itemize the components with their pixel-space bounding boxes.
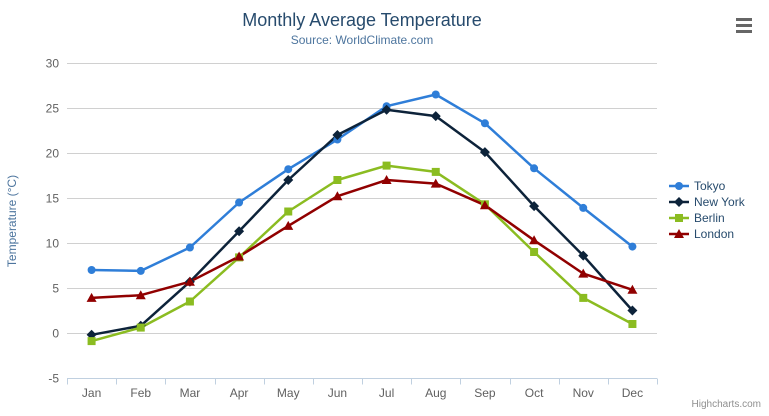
series-line-berlin[interactable] [90,164,634,343]
legend-item-berlin[interactable]: Berlin [669,210,745,226]
x-tick-label: Dec [622,386,643,400]
data-point-marker[interactable] [530,248,539,256]
data-point-marker[interactable] [480,119,489,128]
data-point-marker[interactable] [332,130,343,140]
x-tick-label: Apr [230,386,249,400]
data-point-marker[interactable] [628,320,637,328]
hamburger-icon [736,23,752,27]
data-point-marker[interactable] [529,235,540,245]
legend-symbol-marker [674,197,684,207]
data-point-marker[interactable] [430,178,441,188]
data-point-marker[interactable] [234,251,245,261]
data-point-marker[interactable] [136,323,145,332]
legend-label: London [694,227,735,241]
x-tick-label: Aug [425,386,446,400]
legend-marker-diamond-icon [669,197,689,207]
y-tick-label: 15 [46,192,60,206]
hamburger-icon [736,17,752,21]
data-point-marker[interactable] [627,305,638,316]
data-point-marker[interactable] [431,90,440,99]
data-point-marker[interactable] [184,276,195,286]
data-point-marker[interactable] [430,111,441,122]
x-tick-label: Sep [474,386,496,400]
y-tick-label: 5 [52,282,59,296]
data-point-marker[interactable] [185,243,194,252]
chart-title: Monthly Average Temperature [242,10,482,30]
data-point-marker[interactable] [382,161,391,170]
data-point-marker[interactable] [283,220,294,230]
legend-item-tokyo[interactable]: Tokyo [669,178,745,194]
y-tick-label: 0 [52,327,59,341]
data-point-marker[interactable] [381,175,392,184]
data-point-marker[interactable] [235,198,244,207]
y-tick-label: 10 [46,237,60,251]
chart-context-menu-button[interactable] [732,15,756,35]
x-tick-label: Jan [82,386,101,400]
legend-marker-triangle-icon [669,229,689,238]
data-point-marker[interactable] [283,175,294,185]
legend-symbol-marker [674,229,684,238]
y-axis-title: Temperature (°C) [5,175,19,267]
data-point-marker[interactable] [479,147,490,158]
legend-symbol-marker [675,182,683,190]
data-point-marker[interactable] [87,266,96,274]
data-point-marker[interactable] [579,203,588,212]
legend: Tokyo New York Berlin London [669,178,745,242]
data-point-marker[interactable] [87,337,96,346]
legend-symbol-marker [675,214,683,222]
data-point-marker[interactable] [332,191,343,201]
series-line-tokyo[interactable] [90,93,634,273]
data-point-marker[interactable] [579,293,588,302]
x-tick-label: Jun [328,386,347,400]
data-point-marker[interactable] [529,201,540,212]
data-point-marker[interactable] [86,292,97,302]
highcharts-credits-link[interactable]: Highcharts.com [691,399,761,410]
x-tick-label: May [277,386,300,400]
legend-marker-square-icon [669,214,689,222]
y-tick-label: 20 [46,147,60,161]
x-tick-label: Nov [573,386,594,400]
series-line-london[interactable] [90,178,634,300]
data-point-marker[interactable] [530,164,539,173]
data-point-marker[interactable] [628,242,637,251]
x-tick-label: Feb [130,386,151,400]
x-tick-label: Mar [180,386,201,400]
legend-item-new-york[interactable]: New York [669,194,745,210]
data-point-marker[interactable] [381,104,392,115]
y-tick-label: 30 [46,57,60,71]
data-point-marker[interactable] [578,250,589,261]
data-point-marker[interactable] [284,165,293,174]
legend-label: Tokyo [694,179,726,193]
chart-subtitle: Source: WorldClimate.com [290,33,434,47]
y-tick-label: -5 [48,372,59,386]
x-tick-label: Jul [379,386,394,400]
series-line-new-york[interactable] [90,108,634,337]
data-point-marker[interactable] [185,297,194,306]
data-point-marker[interactable] [333,176,342,184]
legend-label: Berlin [694,211,725,225]
data-point-marker[interactable] [234,226,245,237]
legend-marker-circle-icon [669,182,689,190]
data-point-marker[interactable] [136,266,145,275]
legend-item-london[interactable]: London [669,226,745,242]
data-point-marker[interactable] [578,268,589,278]
data-point-marker[interactable] [627,284,638,294]
data-point-marker[interactable] [479,200,490,210]
data-point-marker[interactable] [135,290,146,300]
legend-label: New York [694,195,745,209]
y-tick-label: 25 [46,102,60,116]
data-point-marker[interactable] [284,207,293,216]
x-tick-label: Oct [525,386,544,400]
data-point-marker[interactable] [431,167,440,176]
hamburger-icon [736,29,752,33]
